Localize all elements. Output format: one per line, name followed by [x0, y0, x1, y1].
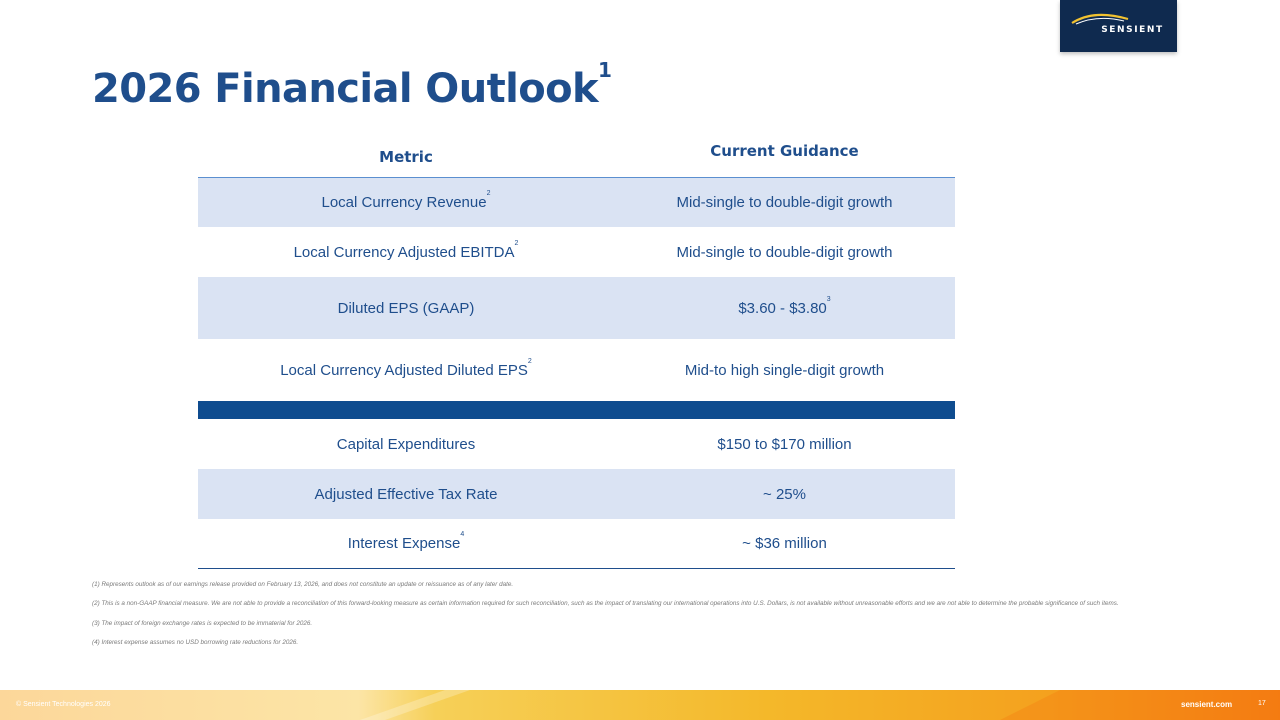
logo-swoosh-icon — [1071, 13, 1129, 25]
table-header: Metric Current Guidance — [198, 135, 955, 177]
header-current-guidance: Current Guidance — [710, 142, 859, 160]
outlook-table: Metric Current Guidance Local Currency R… — [198, 135, 955, 569]
footer-website: sensient.com — [1181, 700, 1233, 709]
page-title-text: 2026 Financial Outlook — [92, 66, 599, 112]
footer-band: © Sensient Technologies 2026 sensient.co… — [0, 690, 1280, 720]
table-row: Local Currency Adjusted EBITDA2 Mid-sing… — [198, 227, 955, 277]
metric-cell: Local Currency Adjusted EBITDA2 — [293, 239, 519, 261]
footer-copyright: © Sensient Technologies 2026 — [16, 701, 111, 708]
table-bottom-rule — [198, 568, 955, 569]
table-row: Diluted EPS (GAAP) $3.60 - $3.803 — [198, 277, 955, 339]
table-row: Interest Expense4 ~ $36 million — [198, 519, 955, 568]
header-rule — [198, 177, 955, 178]
page-title: 2026 Financial Outlook1 — [92, 58, 612, 112]
guidance-cell: $3.60 - $3.803 — [738, 295, 831, 317]
guidance-cell: Mid-single to double-digit growth — [676, 243, 893, 261]
section-divider — [198, 401, 955, 419]
footnote-2: (2) This is a non-GAAP financial measure… — [92, 600, 1119, 608]
footer-decoration — [360, 690, 1280, 720]
guidance-cell: ~ 25% — [763, 485, 806, 503]
title-footnote-marker: 1 — [597, 58, 612, 82]
logo-text: SENSIENT — [1101, 25, 1164, 35]
guidance-cell: Mid-single to double-digit growth — [676, 194, 893, 211]
metric-cell: Diluted EPS (GAAP) — [337, 299, 475, 317]
metric-cell: Local Currency Adjusted Diluted EPS2 — [280, 357, 532, 379]
page-number: 17 — [1258, 700, 1266, 707]
metric-cell: Local Currency Revenue2 — [321, 190, 491, 211]
metric-cell: Adjusted Effective Tax Rate — [314, 485, 498, 503]
metric-cell: Interest Expense4 — [347, 531, 465, 552]
guidance-cell: $150 to $170 million — [717, 435, 852, 453]
table-row: Capital Expenditures $150 to $170 millio… — [198, 419, 955, 469]
sensient-logo: SENSIENT — [1060, 0, 1177, 52]
table-row: Local Currency Revenue2 Mid-single to do… — [198, 178, 955, 227]
footnotes: (1) Represents outlook as of our earning… — [92, 581, 1222, 659]
guidance-cell: Mid-to high single-digit growth — [684, 361, 885, 379]
footnote-1: (1) Represents outlook as of our earning… — [92, 581, 514, 588]
header-metric: Metric — [379, 148, 433, 166]
footnote-4: (4) Interest expense assumes no USD borr… — [92, 639, 299, 647]
guidance-cell: ~ $36 million — [742, 535, 827, 552]
metric-cell: Capital Expenditures — [336, 435, 476, 453]
table-row: Local Currency Adjusted Diluted EPS2 Mid… — [198, 339, 955, 401]
footnote-3: (3) The impact of foreign exchange rates… — [92, 619, 313, 627]
table-row: Adjusted Effective Tax Rate ~ 25% — [198, 469, 955, 519]
